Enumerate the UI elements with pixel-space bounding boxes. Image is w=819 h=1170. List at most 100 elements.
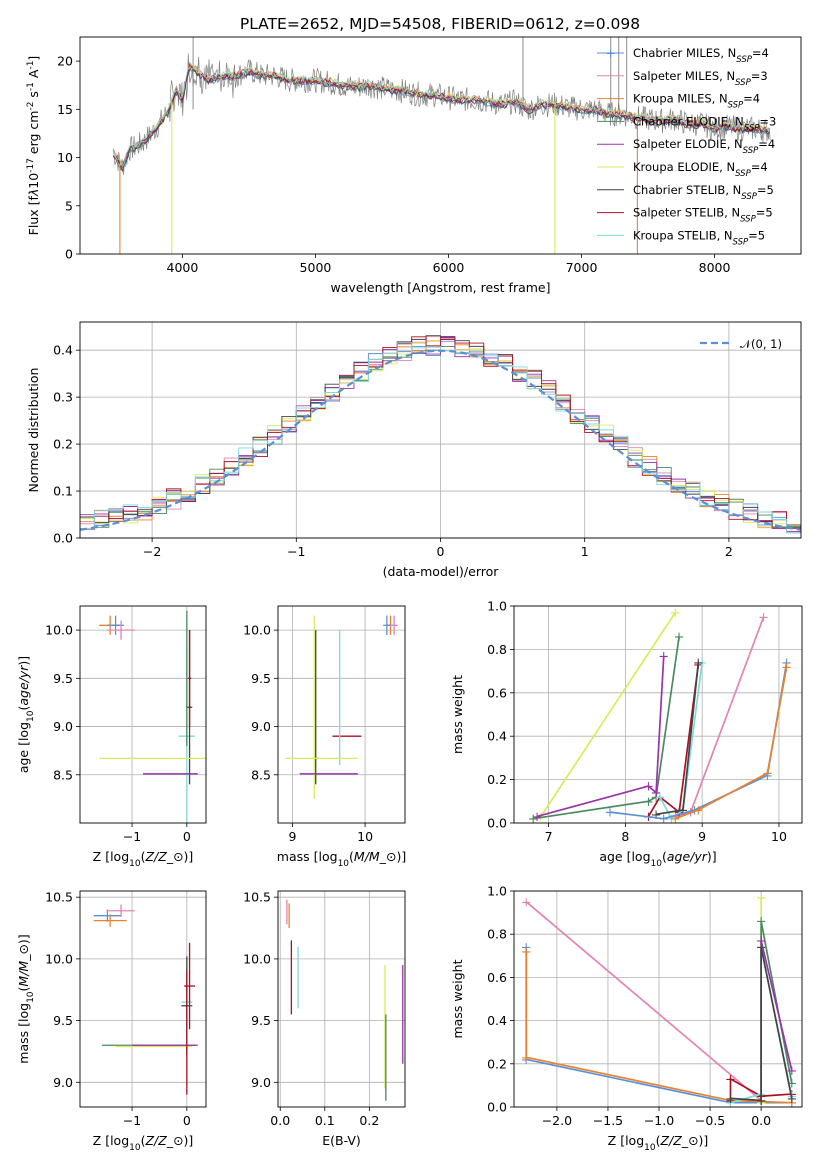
legend-label-prefix: Salpeter STELIB, N [633, 206, 740, 220]
legend-label-count: =3 [759, 114, 776, 128]
y-tick-label: 10.0 [243, 623, 271, 638]
weight-line [536, 655, 665, 818]
legend-label-sub: SSP [743, 146, 759, 156]
label-span: Flux [f [26, 196, 41, 236]
x-tick-label: 0 [183, 829, 191, 844]
legend-label: Salpeter STELIB, NSSP=5 [633, 206, 773, 225]
label-span: age [log [599, 849, 650, 864]
label-span: Normed distribution [26, 368, 41, 493]
legend-label-sub: SSP [728, 101, 744, 111]
plot-area [80, 335, 801, 534]
weight-marker: + [786, 1077, 797, 1092]
x-tick-label: 0.0 [751, 1113, 771, 1128]
weight-marker: + [762, 769, 773, 784]
plot-frame [79, 321, 802, 539]
legend: 𝒩(0, 1) [700, 337, 782, 351]
y-tick-label: 5 [65, 198, 73, 213]
legend-label-prefix: Salpeter MILES, N [633, 69, 735, 83]
plot-frame [79, 36, 802, 255]
y-tick-label: 9.5 [53, 671, 73, 686]
legend-label: Kroupa MILES, NSSP=4 [633, 92, 760, 111]
y-tick-label: 9.0 [53, 1075, 73, 1090]
y-tick-label: 9.0 [251, 1075, 271, 1090]
label-span: )] [707, 849, 717, 864]
legend-label-count: =4 [752, 46, 769, 60]
errorbar-point [390, 615, 398, 635]
legend-label-count: =4 [758, 137, 775, 151]
label-span: age [log [16, 722, 31, 773]
x-axis-label: Z [log10(Z/Z_⊙)] [93, 849, 194, 869]
x-tick-label: 0 [183, 1113, 191, 1128]
weight-marker: + [725, 1096, 736, 1111]
y-tick-label: 0.0 [487, 816, 507, 831]
plot-area [285, 615, 398, 799]
panel-weight-vs-age: ++++++++++++ +++++++++++ +++ ++++++++ 7 8 9 10 0… [450, 599, 803, 869]
weight-marker: + [693, 803, 704, 818]
legend-label-count: =5 [756, 206, 773, 220]
errorbar-point [187, 630, 192, 727]
y-tick-label: 0.2 [487, 1056, 507, 1071]
y-tick-label: 0.4 [487, 729, 507, 744]
label-span: s [26, 91, 41, 102]
label-span: 10 [26, 710, 36, 722]
grid-lines [278, 606, 405, 823]
y-tick-label: 0.1 [53, 484, 73, 499]
label-span: )] [184, 1133, 194, 1148]
y-axis-label: age [log10(age/yr)] [16, 656, 36, 773]
label-span: 10 [338, 859, 350, 869]
legend-label-sub: SSP [733, 237, 749, 247]
label-span: )] [699, 1133, 709, 1148]
label-span: M/M_⊙ [354, 849, 397, 864]
legend-label-count: =5 [757, 183, 774, 197]
legend-label-prefix: Chabrier ELODIE, N [633, 114, 744, 128]
label-span: -1 [26, 82, 36, 91]
residual-histogram-step [80, 336, 801, 530]
y-tick-label: 0.4 [487, 1013, 507, 1028]
weight-marker: + [521, 895, 532, 910]
y-tick-label: 0.0 [53, 531, 73, 546]
weight-line [730, 946, 793, 1102]
legend-label-sub: SSP [740, 215, 756, 225]
label-span: A [26, 69, 41, 82]
x-tick-label: 6000 [433, 260, 465, 275]
x-tick-label: 9 [698, 829, 706, 844]
label-span: ( [141, 849, 146, 864]
x-tick-label: 0.2 [359, 1113, 379, 1128]
legend-label-count: =3 [751, 69, 768, 83]
model-spectrum-line [112, 63, 769, 168]
errorbar-point [107, 904, 135, 917]
weight-marker: + [658, 812, 669, 827]
weight-marker: + [521, 1051, 532, 1066]
legend-label-count: =4 [751, 160, 768, 174]
weight-marker: + [725, 1094, 736, 1109]
weight-line [674, 666, 788, 820]
y-tick-label: 9.5 [251, 1013, 271, 1028]
x-axis-label: Z [log10(Z/Z_⊙)] [93, 1133, 194, 1153]
plot-area [112, 37, 771, 254]
errorbar-point [383, 615, 391, 635]
y-axis-label: Flux [fλ10-17 erg cm-2 s-1 A-1] [26, 56, 41, 236]
y-tick-label: 0.2 [53, 437, 73, 452]
panel-age-vs-Z: −1 08.59.09.510.0Z [log10(Z/Z_⊙)]age [log… [16, 605, 207, 869]
label-span: ( [16, 987, 31, 992]
plot-area [93, 904, 198, 1095]
legend-label-sub: SSP [736, 55, 752, 65]
weight-marker: + [521, 945, 532, 960]
y-tick-label: 0 [65, 247, 73, 262]
y-tick-label: 0.8 [487, 642, 507, 657]
weight-line [729, 1077, 792, 1101]
x-axis-label: (data-model)/error [383, 564, 500, 579]
x-tick-label: −2 [143, 544, 161, 559]
label-span: -1 [26, 61, 36, 70]
label-span: )] [16, 934, 31, 944]
errorbar-point [93, 909, 122, 922]
legend-label: Kroupa STELIB, NSSP=5 [633, 228, 765, 247]
y-tick-label: 20 [57, 54, 73, 69]
x-tick-label: 1 [581, 544, 589, 559]
y-axis-label: mass weight [450, 675, 465, 754]
y-tick-label: 0.2 [487, 772, 507, 787]
legend-label: Chabrier ELODIE, NSSP=3 [633, 114, 776, 133]
errorbar-point [107, 620, 135, 640]
x-tick-label: 0 [437, 544, 445, 559]
weight-marker: + [521, 1053, 532, 1068]
